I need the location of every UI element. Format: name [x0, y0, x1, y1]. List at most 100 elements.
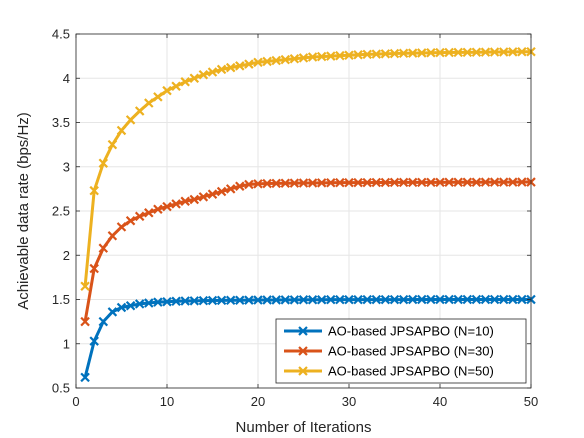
- y-tick-label: 3: [63, 159, 70, 174]
- data-point-marker: [262, 178, 272, 189]
- data-point-marker: [189, 296, 200, 306]
- data-point-marker: [353, 177, 363, 188]
- data-point-marker: [298, 53, 309, 63]
- data-point-marker: [225, 62, 236, 73]
- data-point-marker: [407, 294, 418, 305]
- data-point-marker: [417, 177, 427, 188]
- data-point-marker: [353, 50, 363, 60]
- y-tick-label: 1: [63, 336, 70, 351]
- data-point-marker: [444, 47, 454, 58]
- data-point-marker: [89, 263, 99, 274]
- data-point-marker: [453, 177, 463, 187]
- data-point-marker: [371, 294, 382, 305]
- data-point-marker: [453, 47, 463, 58]
- data-point-marker: [89, 185, 99, 196]
- data-point-marker: [335, 294, 345, 305]
- y-tick-label: 0.5: [52, 381, 70, 396]
- data-point-marker: [198, 295, 209, 306]
- data-point-marker: [134, 299, 145, 309]
- legend-marker: [298, 366, 308, 376]
- data-point-marker: [153, 92, 163, 102]
- data-point-marker: [134, 211, 145, 222]
- x-tick-label: 30: [342, 394, 356, 409]
- data-point-marker: [189, 73, 200, 84]
- data-point-marker: [435, 294, 445, 305]
- data-point-marker: [444, 294, 454, 305]
- data-point-marker: [80, 372, 90, 383]
- data-point-marker: [462, 177, 473, 187]
- data-point-marker: [271, 295, 281, 305]
- data-point-marker: [426, 177, 436, 188]
- data-point-marker: [280, 295, 291, 305]
- data-point-marker: [307, 52, 318, 62]
- data-point-marker: [389, 48, 400, 59]
- data-point-marker: [144, 208, 154, 218]
- legend-item: AO-based JPSAPBO (N=30): [284, 344, 494, 359]
- data-point-marker: [453, 294, 463, 305]
- data-point-marker: [80, 281, 90, 291]
- data-point-marker: [171, 199, 181, 209]
- data-point-marker: [162, 296, 172, 307]
- data-point-marker: [371, 177, 382, 188]
- data-point-marker: [180, 296, 190, 306]
- data-point-marker: [253, 57, 263, 68]
- data-point-marker: [144, 98, 154, 108]
- data-point-marker: [335, 50, 345, 61]
- data-point-marker: [235, 61, 245, 71]
- data-point-marker: [508, 177, 518, 187]
- legend-label: AO-based JPSAPBO (N=30): [328, 344, 494, 359]
- data-point-marker: [316, 178, 327, 188]
- data-point-marker: [225, 295, 236, 306]
- data-point-marker: [407, 177, 418, 188]
- tick-labels: 0 10 20 30 40 50 0.5 1 1.5 2 2.5 3 3.5 4 4.5: [52, 27, 538, 410]
- data-point-marker: [116, 302, 127, 313]
- data-point-marker: [116, 125, 127, 136]
- x-tick-label: 20: [251, 394, 265, 409]
- data-point-marker: [125, 300, 136, 311]
- data-point-marker: [326, 178, 336, 188]
- data-point-marker: [235, 181, 245, 191]
- data-point-marker: [307, 178, 318, 188]
- data-point-marker: [380, 294, 391, 305]
- data-point-marker: [307, 295, 318, 305]
- x-tick-label: 10: [160, 394, 174, 409]
- data-point-marker: [171, 81, 181, 91]
- data-point-marker: [153, 204, 163, 214]
- data-point-marker: [398, 48, 409, 59]
- data-point-marker: [253, 179, 263, 189]
- y-tick-label: 2.5: [52, 204, 70, 219]
- data-point-marker: [407, 48, 418, 58]
- data-point-marker: [344, 177, 354, 188]
- data-point-marker: [134, 106, 145, 116]
- y-tick-label: 1.5: [52, 292, 70, 307]
- data-point-marker: [216, 295, 227, 306]
- data-point-marker: [107, 307, 118, 317]
- data-point-marker: [189, 194, 200, 205]
- data-point-marker: [144, 298, 154, 308]
- data-point-marker: [162, 85, 172, 96]
- y-tick-label: 4: [63, 71, 70, 86]
- data-point-marker: [153, 297, 163, 307]
- legend: AO-based JPSAPBO (N=10) AO-based JPSAPBO …: [275, 318, 527, 384]
- data-point-marker: [244, 179, 254, 190]
- legend-marker: [298, 326, 308, 336]
- data-point-marker: [489, 47, 500, 57]
- legend-item: AO-based JPSAPBO (N=50): [284, 364, 494, 379]
- data-point-marker: [344, 50, 354, 60]
- data-point-marker: [353, 294, 363, 305]
- legend-label: AO-based JPSAPBO (N=50): [328, 364, 494, 379]
- data-point-marker: [335, 177, 345, 188]
- data-point-marker: [435, 177, 445, 188]
- data-point-marker: [508, 47, 518, 57]
- series-2: [80, 177, 536, 327]
- x-tick-label: 0: [72, 394, 79, 409]
- y-tick-label: 3.5: [52, 115, 70, 130]
- data-point-marker: [498, 177, 509, 187]
- data-point-marker: [326, 294, 336, 305]
- data-point-marker: [362, 294, 372, 305]
- data-point-marker: [244, 295, 254, 305]
- data-point-marker: [98, 158, 109, 168]
- data-point-marker: [389, 294, 400, 305]
- data-point-marker: [289, 295, 300, 305]
